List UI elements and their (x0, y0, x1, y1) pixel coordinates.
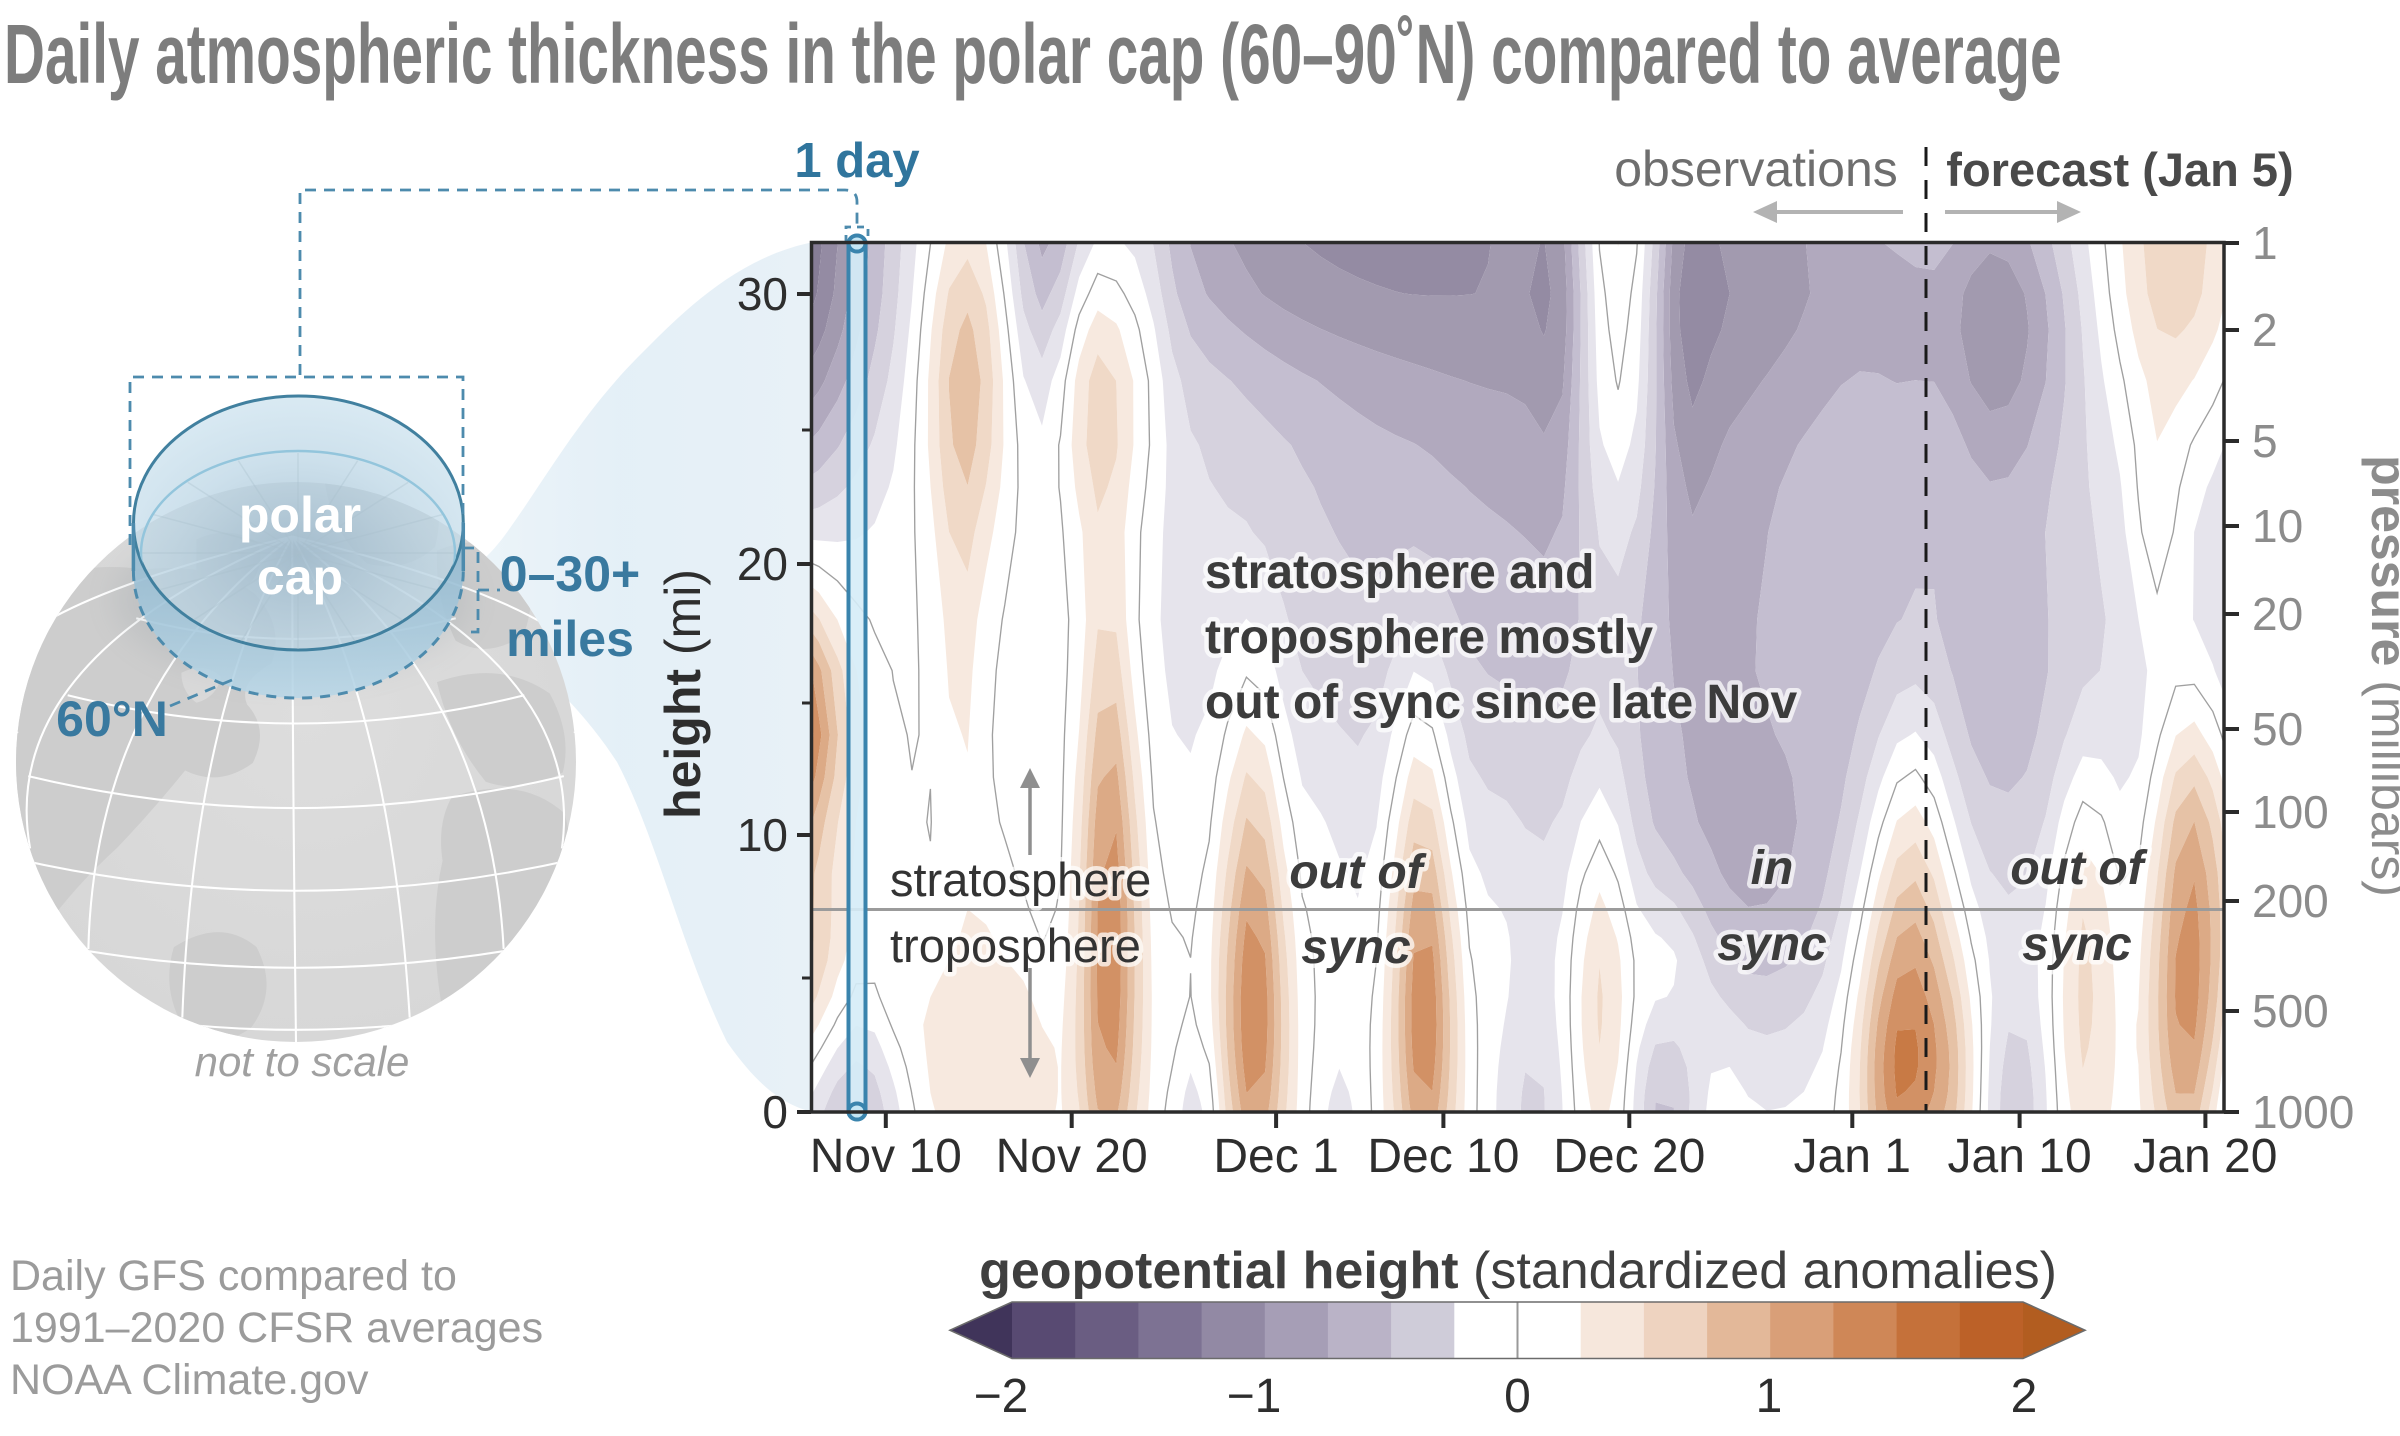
svg-text:0: 0 (762, 1086, 788, 1138)
svg-text:geopotential height (standardi: geopotential height (standardized anomal… (979, 1242, 2057, 1300)
svg-text:500: 500 (2252, 985, 2329, 1037)
svg-text:1: 1 (2252, 217, 2278, 269)
svg-text:in: in (1751, 842, 1794, 895)
svg-text:Dec 1: Dec 1 (1213, 1130, 1338, 1183)
svg-text:20: 20 (737, 538, 788, 590)
svg-text:NOAA Climate.gov: NOAA Climate.gov (10, 1356, 369, 1404)
svg-text:miles: miles (506, 611, 634, 667)
svg-text:forecast (Jan 5): forecast (Jan 5) (1946, 143, 2293, 196)
svg-text:1991–2020 CFSR averages: 1991–2020 CFSR averages (10, 1304, 543, 1352)
svg-text:0–30+: 0–30+ (500, 546, 640, 602)
svg-text:200: 200 (2252, 875, 2329, 927)
svg-text:sync: sync (1301, 921, 1410, 974)
svg-text:Nov 10: Nov 10 (810, 1130, 962, 1183)
svg-text:Jan 10: Jan 10 (1948, 1130, 2092, 1183)
svg-text:height (mi): height (mi) (655, 569, 711, 819)
svg-text:not to scale: not to scale (195, 1038, 410, 1085)
svg-text:1: 1 (1756, 1370, 1783, 1423)
svg-text:2: 2 (2252, 304, 2278, 356)
svg-text:Dec 20: Dec 20 (1553, 1130, 1705, 1183)
svg-text:Jan 1: Jan 1 (1794, 1130, 1911, 1183)
svg-text:10: 10 (2252, 500, 2303, 552)
svg-text:50: 50 (2252, 703, 2303, 755)
svg-text:10: 10 (737, 809, 788, 861)
svg-text:20: 20 (2252, 588, 2303, 640)
svg-text:−1: −1 (1227, 1370, 1282, 1423)
svg-text:30: 30 (737, 268, 788, 320)
svg-text:out of: out of (2010, 842, 2147, 895)
svg-text:Daily atmospheric thickness in: Daily atmospheric thickness in the polar… (4, 8, 2062, 102)
svg-text:1000: 1000 (2252, 1086, 2354, 1138)
svg-text:Daily GFS compared to: Daily GFS compared to (10, 1252, 457, 1300)
svg-text:60°N: 60°N (56, 691, 168, 747)
svg-text:cap: cap (257, 549, 343, 605)
svg-text:polar: polar (239, 487, 361, 543)
svg-text:Nov 20: Nov 20 (996, 1130, 1148, 1183)
svg-text:out of: out of (1289, 846, 1426, 899)
svg-text:1 day: 1 day (794, 134, 919, 188)
svg-text:0: 0 (1504, 1370, 1531, 1423)
svg-text:pressure (millibars): pressure (millibars) (2361, 455, 2400, 897)
svg-text:observations: observations (1614, 141, 1898, 197)
svg-text:5: 5 (2252, 415, 2278, 467)
svg-text:stratosphere and: stratosphere and (1205, 546, 1594, 599)
svg-text:out of sync since late Nov: out of sync since late Nov (1205, 676, 1797, 729)
svg-text:−2: −2 (974, 1370, 1029, 1423)
svg-text:Dec 10: Dec 10 (1367, 1130, 1519, 1183)
svg-text:Jan 20: Jan 20 (2133, 1130, 2277, 1183)
svg-text:stratosphere: stratosphere (890, 853, 1151, 906)
svg-text:troposphere mostly: troposphere mostly (1205, 611, 1653, 664)
svg-text:sync: sync (1717, 918, 1826, 971)
svg-text:troposphere: troposphere (890, 919, 1141, 972)
svg-text:sync: sync (2022, 918, 2131, 971)
svg-text:2: 2 (2011, 1370, 2038, 1423)
svg-text:100: 100 (2252, 786, 2329, 838)
